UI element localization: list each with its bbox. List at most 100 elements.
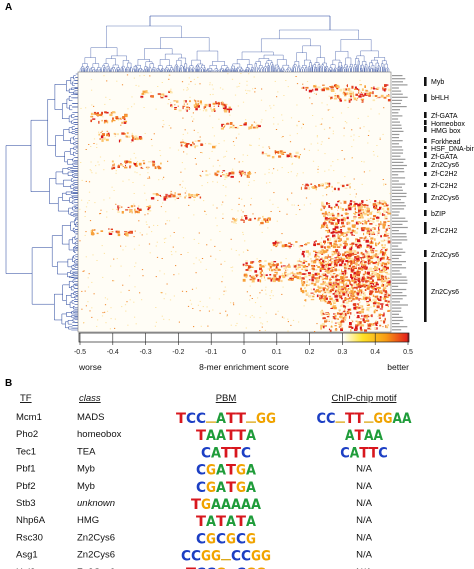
svg-text:C: C [201,445,211,461]
table-row: Stb3 unknown T G A A A A A N/A [16,497,373,513]
svg-text:C: C [378,445,388,461]
svg-text:G: G [374,411,384,427]
header-chip: ChIP-chip motif [332,393,397,404]
table-row: Pho2 homeobox T A A T T A A T A A [16,428,383,444]
svg-text:G: G [201,549,211,565]
svg-text:G: G [251,549,261,565]
svg-text:A: A [216,428,226,444]
colorbar-tick-label: 0.2 [305,349,315,356]
svg-text:G: G [246,566,256,569]
class-bar [424,262,427,322]
chip-na: N/A [356,498,373,509]
class-bar [424,126,427,132]
table-row: Hal9Zn2Cys6TCCGCGGN/A [16,566,373,569]
svg-text:G: G [236,463,246,479]
colorbar-axis-label: 8-mer enrichment score [199,362,289,372]
svg-text:G: G [211,549,221,565]
svg-text:C: C [196,531,206,547]
colorbar-tick-label: 0.4 [370,349,380,356]
svg-text:C: C [181,549,191,565]
colorbar-ticks: -0.5 -0.4 -0.3 -0.2 -0.1 0 0.1 0.2 0.3 0.4 0.5 [74,333,413,356]
table-row: Asg1 Zn2Cys6 C C G G C C G G N/A [16,549,373,565]
tf-name: Stb3 [16,498,36,509]
svg-text:T: T [221,445,231,461]
class-label: Zf-C2H2 [431,171,458,178]
svg-text:G: G [383,411,393,427]
svg-text:A: A [211,445,221,461]
svg-text:A: A [216,411,226,427]
svg-text:C: C [196,411,206,427]
tf-name: Pbf2 [16,481,36,492]
svg-text:G: G [216,566,226,569]
colorbar-worse-label: worse [78,362,102,372]
svg-text:A: A [374,428,384,444]
class-label: HMG box [431,128,461,135]
svg-text:T: T [231,445,241,461]
svg-text:G: G [206,480,216,496]
svg-text:G: G [206,463,216,479]
svg-text:A: A [402,411,412,427]
class-label: Zn2Cys6 [431,252,459,259]
tf-class: HMG [77,515,99,526]
class-bar [424,94,427,102]
table-row: Rsc30 Zn2Cys6 C G C G C G N/A [16,531,373,547]
svg-text:T: T [359,445,369,461]
svg-text:T: T [226,480,236,496]
svg-text:T: T [355,428,365,444]
colorbar-tick-label: 0.5 [403,349,413,356]
class-label: Forkhead [431,139,461,146]
tf-name: Pho2 [16,429,38,440]
svg-text:G: G [236,480,246,496]
svg-text:G: G [206,531,216,547]
row-dendrogram [5,73,78,331]
svg-text:T: T [216,514,226,530]
class-label: Zf-C2H2 [431,228,458,235]
class-bar [424,193,427,203]
tf-name: Pbf1 [16,464,36,475]
svg-text:C: C [236,566,246,569]
tf-name: Hal9 [16,567,36,569]
svg-text:T: T [176,411,186,427]
svg-text:A: A [226,514,236,530]
colorbar-tick-label: -0.3 [140,349,152,356]
svg-text:T: T [345,411,355,427]
class-label: Myb [431,79,444,86]
class-annotation-bars [424,77,427,322]
tf-class: Zn2Cys6 [77,567,115,569]
table-row: Tec1 TEA C A T T C C A T T C [16,445,388,461]
svg-text:T: T [355,411,365,427]
pbm-logo: TCCGCGG [186,566,266,569]
svg-text:T: T [226,411,236,427]
class-label: Zn2Cys6 [431,162,459,169]
svg-text:T: T [196,428,206,444]
svg-text:C: C [196,566,206,569]
svg-text:A: A [364,428,374,444]
class-label: Zn2Cys6 [431,195,459,202]
svg-text:C: C [196,480,206,496]
class-bar [424,138,427,143]
class-label: Zn2Cys6 [431,289,459,296]
svg-text:A: A [246,463,256,479]
chip-na: N/A [356,481,373,492]
svg-text:T: T [186,566,196,569]
colorbar-tick-label: 0 [242,349,246,356]
svg-text:T: T [369,445,379,461]
svg-text:C: C [236,531,246,547]
class-bar [424,172,427,176]
tf-class: MADS [77,412,104,423]
svg-text:C: C [206,566,216,569]
tf-name: Tec1 [16,446,36,457]
heatmap [77,71,392,333]
table-row: Pbf2 Myb C G A T G A N/A [16,480,373,496]
svg-text:C: C [340,445,350,461]
